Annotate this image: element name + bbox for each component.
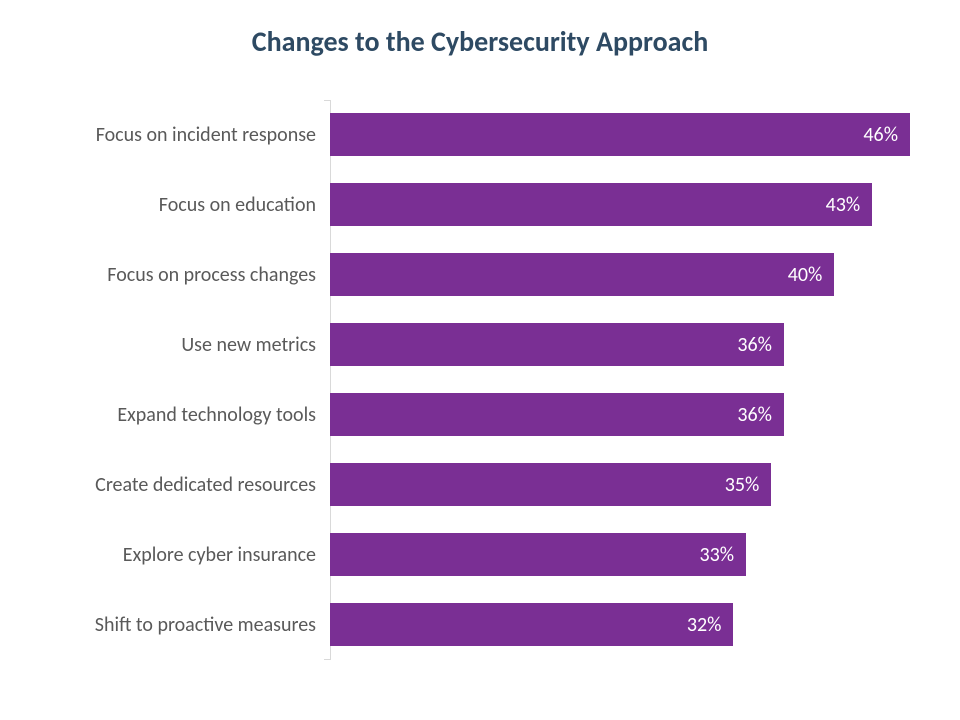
bar: 43% <box>330 183 872 226</box>
bar-value-label: 43% <box>826 193 861 217</box>
bar: 35% <box>330 463 771 506</box>
bar-value-label: 32% <box>687 613 722 637</box>
bar: 36% <box>330 323 784 366</box>
bar: 40% <box>330 253 834 296</box>
bar-value-label: 36% <box>737 403 772 427</box>
chart-title: Changes to the Cybersecurity Approach <box>0 24 960 59</box>
category-label: Explore cyber insurance <box>123 543 330 567</box>
bar-row: Use new metrics36% <box>330 323 910 366</box>
bar: 36% <box>330 393 784 436</box>
bar-value-label: 46% <box>863 123 898 147</box>
bar-row: Focus on incident response46% <box>330 113 910 156</box>
bar-row: Focus on process changes40% <box>330 253 910 296</box>
bar: 32% <box>330 603 733 646</box>
category-label: Expand technology tools <box>117 403 330 427</box>
category-label: Focus on education <box>159 193 330 217</box>
bar-row: Explore cyber insurance33% <box>330 533 910 576</box>
category-label: Create dedicated resources <box>95 473 330 497</box>
category-label: Focus on incident response <box>96 123 330 147</box>
bar-row: Focus on education43% <box>330 183 910 226</box>
bar-value-label: 36% <box>737 333 772 357</box>
bar-value-label: 40% <box>788 263 823 287</box>
category-label: Use new metrics <box>181 333 330 357</box>
category-label: Focus on process changes <box>107 263 330 287</box>
bar-row: Shift to proactive measures32% <box>330 603 910 646</box>
plot-area: Focus on incident response46% Focus on ed… <box>330 100 910 660</box>
bar-row: Create dedicated resources35% <box>330 463 910 506</box>
bar-value-label: 35% <box>725 473 760 497</box>
bar: 33% <box>330 533 746 576</box>
bar-row: Expand technology tools36% <box>330 393 910 436</box>
bar: 46% <box>330 113 910 156</box>
y-axis-tick-bottom <box>324 659 330 660</box>
category-label: Shift to proactive measures <box>95 613 330 637</box>
y-axis-tick-top <box>324 100 330 101</box>
bar-value-label: 33% <box>700 543 735 567</box>
